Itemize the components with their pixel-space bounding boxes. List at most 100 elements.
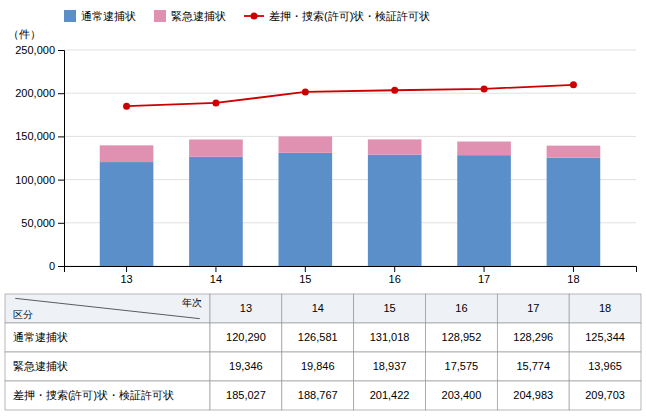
y-tick-mark: [58, 136, 64, 137]
legend: 通常逮捕状 緊急逮捕状 差押・捜索(許可)状・検証許可状: [64, 10, 430, 22]
table-cell: [569, 323, 641, 352]
table-value: 13,965: [588, 360, 622, 372]
x-tick-mark: [126, 266, 127, 272]
table-value: 204,983: [513, 389, 553, 401]
table-header-label: 15: [383, 302, 395, 314]
table-row-label: 通常逮捕状: [13, 331, 68, 343]
table-header-label: 14: [312, 302, 324, 314]
legend-item: 差押・捜索(許可)状・検証許可状: [244, 10, 430, 22]
table-cell: [5, 381, 210, 410]
grid-line: [64, 50, 636, 51]
bar: [279, 136, 333, 152]
table-header-label: 18: [599, 302, 611, 314]
table-value: 125,344: [585, 331, 625, 343]
x-tick: 15: [299, 266, 311, 285]
table-header-label: 13: [240, 302, 252, 314]
x-tick-mark: [394, 266, 395, 272]
y-tick-label: 100,000: [15, 174, 55, 186]
table-cell: [426, 294, 498, 323]
legend-item: 通常逮捕状: [64, 10, 136, 22]
table-value: 128,296: [513, 331, 553, 343]
bar-series: [100, 136, 601, 162]
table-value: 17,575: [445, 360, 479, 372]
y-tick-mark: [58, 93, 64, 94]
plot-marks: [100, 81, 601, 266]
x-tick-mark: [573, 266, 574, 272]
table-value: 19,846: [301, 360, 335, 372]
x-tick-mark: [215, 266, 216, 272]
y-tick: 50,000: [21, 217, 64, 229]
bar: [100, 162, 154, 266]
legend-label: 緊急逮捕状: [171, 10, 226, 22]
legend-swatch: [64, 10, 76, 22]
bar: [547, 158, 601, 266]
table-cell: [497, 352, 569, 381]
x-tick-label: 13: [120, 273, 132, 285]
table-value: 188,767: [298, 389, 338, 401]
y-tick-label: 250,000: [15, 44, 55, 56]
line-marker: [481, 85, 488, 92]
x-tick-label: 14: [210, 273, 222, 285]
y-tick: 0: [49, 260, 64, 272]
x-tick: 13: [120, 266, 132, 285]
table-cell: [210, 294, 282, 323]
table-column-header: 年次: [182, 297, 202, 308]
bar-series: [100, 153, 601, 266]
bar: [457, 142, 511, 156]
x-tick-mark: [305, 266, 306, 272]
table-value: 185,027: [226, 389, 266, 401]
bar: [368, 155, 422, 266]
table-cell: [569, 381, 641, 410]
table-cell: [497, 323, 569, 352]
bar: [189, 139, 243, 156]
table-cell: [426, 352, 498, 381]
table-cell: [354, 352, 426, 381]
line-marker: [212, 99, 219, 106]
line: [127, 85, 574, 106]
table-header-label: 17: [527, 302, 539, 314]
table-cell: [282, 323, 354, 352]
bar: [547, 146, 601, 158]
table-cell: [282, 381, 354, 410]
table-value: 128,952: [442, 331, 482, 343]
grid-line: [64, 136, 636, 137]
table-value: 209,703: [585, 389, 625, 401]
legend-item: 緊急逮捕状: [154, 10, 226, 22]
y-axis: 050,000100,000150,000200,000250,000: [15, 44, 64, 272]
y-tick: 100,000: [15, 174, 64, 186]
table-cell: [210, 381, 282, 410]
x-tick-label: 17: [478, 273, 490, 285]
x-tick: 18: [567, 266, 579, 285]
table-cell: [5, 352, 210, 381]
table-value: 18,937: [373, 360, 407, 372]
x-axis-line: [65, 267, 637, 273]
table-cell: [210, 323, 282, 352]
line-marker: [391, 87, 398, 94]
table-cell: [569, 294, 641, 323]
table-value: 19,346: [229, 360, 263, 372]
table-row-label: 緊急逮捕状: [13, 360, 68, 372]
bar: [457, 155, 511, 266]
bar: [279, 153, 333, 266]
table-cell: [5, 323, 210, 352]
table-cell: [426, 323, 498, 352]
table-cell: [282, 352, 354, 381]
x-tick: 16: [389, 266, 401, 285]
table-cell: [210, 352, 282, 381]
y-tick: 150,000: [15, 130, 64, 142]
x-axis: 13 14 15 16 17 18: [65, 266, 637, 285]
chart-svg: 050,000100,000150,000200,000250,00013141…: [0, 0, 646, 417]
x-tick: 17: [478, 266, 490, 285]
line-marker: [123, 103, 130, 110]
table-cell: [426, 381, 498, 410]
data-table: 区分年次131415161718通常逮捕状120,290126,581131,0…: [5, 294, 641, 410]
table-value: 131,018: [370, 331, 410, 343]
line-marker: [570, 81, 577, 88]
table-header-label: 16: [455, 302, 467, 314]
bar: [368, 139, 422, 154]
table-value: 15,774: [516, 360, 550, 372]
bar: [189, 157, 243, 266]
y-tick-label: 150,000: [15, 130, 55, 142]
table-cell: [569, 352, 641, 381]
y-tick-label: 50,000: [21, 217, 55, 229]
